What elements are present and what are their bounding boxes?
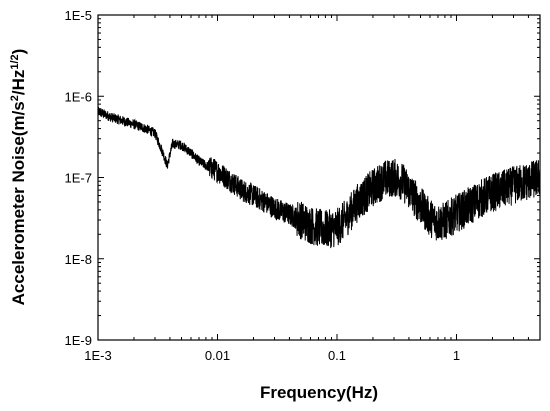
y-axis-title-sup1: 2 bbox=[9, 95, 21, 101]
x-tick-label: 1E-3 bbox=[84, 348, 111, 363]
y-tick-label: 1E-8 bbox=[65, 252, 92, 267]
series-line bbox=[97, 106, 541, 249]
x-axis-title: Frequency(Hz) bbox=[260, 383, 378, 402]
y-axis-title: Accelerometer Noise(m/s2/Hz1/2) bbox=[9, 49, 28, 306]
x-tick-label: 0.1 bbox=[328, 348, 346, 363]
x-tick-label: 1 bbox=[453, 348, 460, 363]
y-tick-label: 1E-6 bbox=[65, 89, 92, 104]
y-axis-title-sup2: 1/2 bbox=[9, 54, 21, 69]
y-tick-label: 1E-9 bbox=[65, 333, 92, 348]
y-axis-title-pre: Accelerometer Noise(m/s bbox=[9, 101, 28, 305]
y-tick-label: 1E-7 bbox=[65, 171, 92, 186]
y-axis-title-mid: /Hz bbox=[9, 70, 28, 96]
x-tick-label: 0.01 bbox=[205, 348, 230, 363]
axis-ticks: 1E-3 0.01 0.1 1 1E-9 1E-8 1E-7 1E-6 1E-5 bbox=[65, 8, 541, 363]
y-axis-title-post: ) bbox=[9, 49, 28, 55]
plot-frame bbox=[97, 14, 541, 341]
y-tick-label: 1E-5 bbox=[65, 8, 92, 23]
